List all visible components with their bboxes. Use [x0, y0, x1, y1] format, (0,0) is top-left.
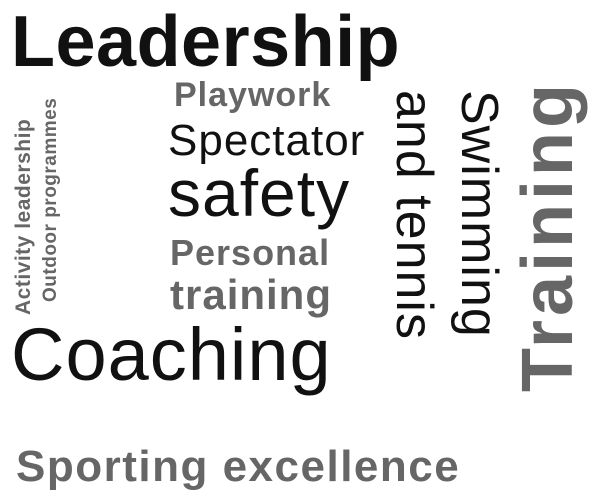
- word-playwork: Playwork: [174, 76, 332, 114]
- word-and-tennis: and tennis: [385, 90, 443, 340]
- word-outdoor-programmes: Outdoor programmes: [40, 97, 61, 302]
- word-personal: Personal: [170, 232, 331, 273]
- word-sporting-excellence: Sporting excellence: [16, 442, 461, 491]
- word-swimming: Swimming: [450, 90, 508, 338]
- word-safety: safety: [168, 156, 351, 230]
- word-coaching: Coaching: [11, 313, 332, 396]
- word-leadership: Leadership: [11, 2, 401, 82]
- word-spectator: Spectator: [168, 116, 366, 165]
- word-training-vertical: Training: [508, 79, 588, 392]
- word-training-personal: training: [170, 271, 332, 318]
- word-activity-leadership: Activity leadership: [12, 118, 35, 315]
